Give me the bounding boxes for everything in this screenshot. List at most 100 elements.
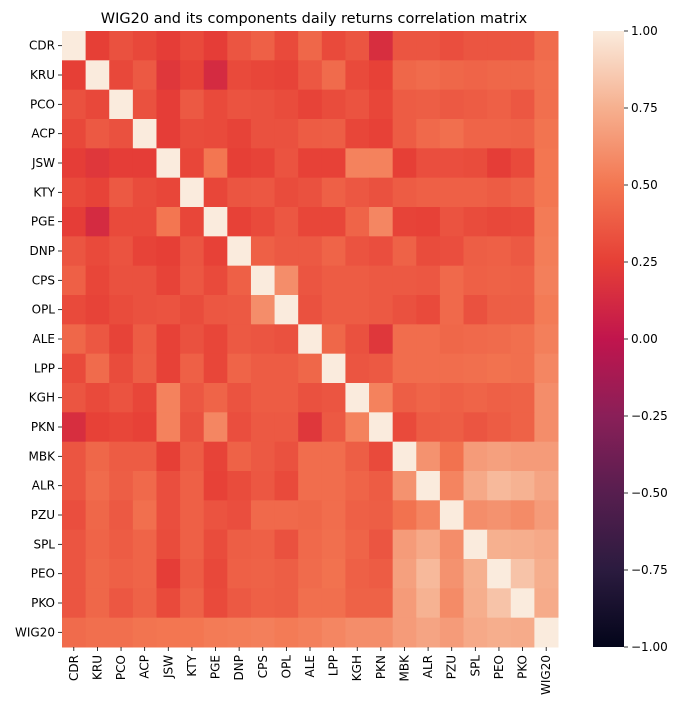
heatmap-cell-kty-cps [250,177,276,208]
heatmap-cell-jsw-opl [274,148,299,179]
colorbar-tick-label: −1.00 [631,640,668,654]
heatmap-cell-kty-pge [203,177,228,208]
heatmap-cell-kty-kgh [345,177,370,208]
heatmap-cell-cps-mbk [392,265,417,296]
heatmap-cell-cdr-peo [487,31,512,61]
heatmap-cell-cps-alr [416,265,441,296]
heatmap-cell-pko-ale [298,588,323,619]
heatmap-cell-alr-pco [109,471,134,501]
heatmap-cell-kgh-wig20 [534,383,559,413]
y-tick-label-jsw: JSW [31,156,55,170]
heatmap-cell-kty-opl [274,177,299,208]
heatmap-cell-kty-cdr [62,177,87,208]
heatmap-cell-pko-cdr [62,588,87,619]
heatmap-cell-mbk-opl [274,441,299,472]
heatmap-cell-ale-lpp [321,324,346,355]
heatmap-cell-jsw-pkn [369,148,394,179]
heatmap-cell-kgh-jsw [156,383,181,413]
heatmap-cell-pge-pko [510,207,535,237]
heatmap-cell-pco-peo [487,89,512,120]
heatmap-cell-pkn-pko [510,412,535,443]
heatmap-cell-dnp-jsw [156,236,181,267]
heatmap-cell-pkn-pkn [369,412,394,443]
heatmap-cell-dnp-peo [487,236,512,267]
heatmap-cell-pco-kty [180,89,205,120]
heatmap-cell-ale-kru [85,324,110,355]
heatmap-cell-opl-cdr [62,295,87,325]
heatmap-cell-dnp-cps [250,236,276,267]
heatmap-cell-cps-acp [132,265,157,296]
heatmap-cell-lpp-pkn [369,353,394,384]
y-tick-label-pko: PKO [31,596,55,610]
heatmap-cell-cps-spl [463,265,488,296]
heatmap-cell-mbk-pco [109,441,134,472]
heatmap-cell-kru-ale [298,60,323,91]
heatmap-cell-alr-pzu [439,471,465,501]
heatmap-cell-pkn-lpp [321,412,346,443]
heatmap-cell-wig20-ale [298,617,323,648]
heatmap-cell-pkn-kty [180,412,205,443]
heatmap-cell-jsw-kty [180,148,205,179]
heatmap-cell-wig20-pco [109,617,134,648]
heatmap-cell-jsw-acp [132,148,157,179]
heatmap-cell-mbk-pkn [369,441,394,472]
heatmap-cell-pzu-cps [250,500,276,531]
heatmap-cell-ale-dnp [227,324,252,355]
heatmap-cell-pge-pkn [369,207,394,237]
heatmap-cell-pzu-opl [274,500,299,531]
heatmap-cell-spl-jsw [156,529,181,560]
heatmap-cell-pco-ale [298,89,323,120]
heatmap-cell-alr-pkn [369,471,394,501]
heatmap-cell-lpp-alr [416,353,441,384]
heatmap-cell-ale-jsw [156,324,181,355]
heatmap-cell-cps-lpp [321,265,346,296]
heatmap-cell-opl-ale [298,295,323,325]
heatmap-cell-cdr-kgh [345,31,370,61]
heatmap-cell-pzu-mbk [392,500,417,531]
heatmap-cell-ale-pzu [439,324,465,355]
y-axis-tick-labels: CDR KRU PCO ACP JSW KTY PGE DNP CPS OPL ALE LPP KGH P… [15,39,62,639]
heatmap-cell-dnp-pko [510,236,535,267]
heatmap-cell-mbk-kru [85,441,110,472]
heatmap-cell-cps-pge [203,265,228,296]
heatmap-cell-cdr-alr [416,31,441,61]
heatmap-cell-pkn-jsw [156,412,181,443]
heatmap-cell-ale-kty [180,324,205,355]
x-tick-label-kty: KTY [185,654,199,676]
heatmap-cell-pkn-opl [274,412,299,443]
heatmap-cell-opl-dnp [227,295,252,325]
heatmap-cell-alr-lpp [321,471,346,501]
heatmap-cell-dnp-pco [109,236,134,267]
heatmap-cell-acp-cps [250,119,276,149]
heatmap-cell-kru-pge [203,60,228,91]
heatmap-cell-spl-pzu [439,529,465,560]
heatmap-cell-jsw-lpp [321,148,346,179]
y-tick-label-pkn: PKN [31,420,55,434]
heatmap-cell-pco-lpp [321,89,346,120]
colorbar-tick-label: −0.75 [631,563,668,577]
heatmap-cell-mbk-kgh [345,441,370,472]
heatmap-cell-wig20-dnp [227,617,252,648]
heatmap-cell-kru-pco [109,60,134,91]
colorbar-tick-label: 0.25 [631,255,658,269]
heatmap-cell-pco-kru [85,89,110,120]
heatmap-cell-jsw-wig20 [534,148,559,179]
heatmap-cell-peo-lpp [321,559,346,589]
heatmap-cell-acp-acp [132,119,157,149]
heatmap-cell-spl-peo [487,529,512,560]
colorbar-tick-label: 0.75 [631,101,658,115]
heatmap-cell-peo-kgh [345,559,370,589]
x-tick-label-alr: ALR [421,655,435,678]
heatmap-cell-pge-alr [416,207,441,237]
heatmap-cell-alr-spl [463,471,488,501]
heatmap-cell-kgh-mbk [392,383,417,413]
heatmap-cell-pkn-peo [487,412,512,443]
heatmap-cell-ale-wig20 [534,324,559,355]
heatmap-cell-peo-pkn [369,559,394,589]
heatmap-cell-spl-dnp [227,529,252,560]
heatmap-cell-jsw-alr [416,148,441,179]
heatmap-cell-cps-peo [487,265,512,296]
heatmap-cell-acp-cdr [62,119,87,149]
heatmap-cell-kty-acp [132,177,157,208]
heatmap-cell-kty-kty [180,177,205,208]
